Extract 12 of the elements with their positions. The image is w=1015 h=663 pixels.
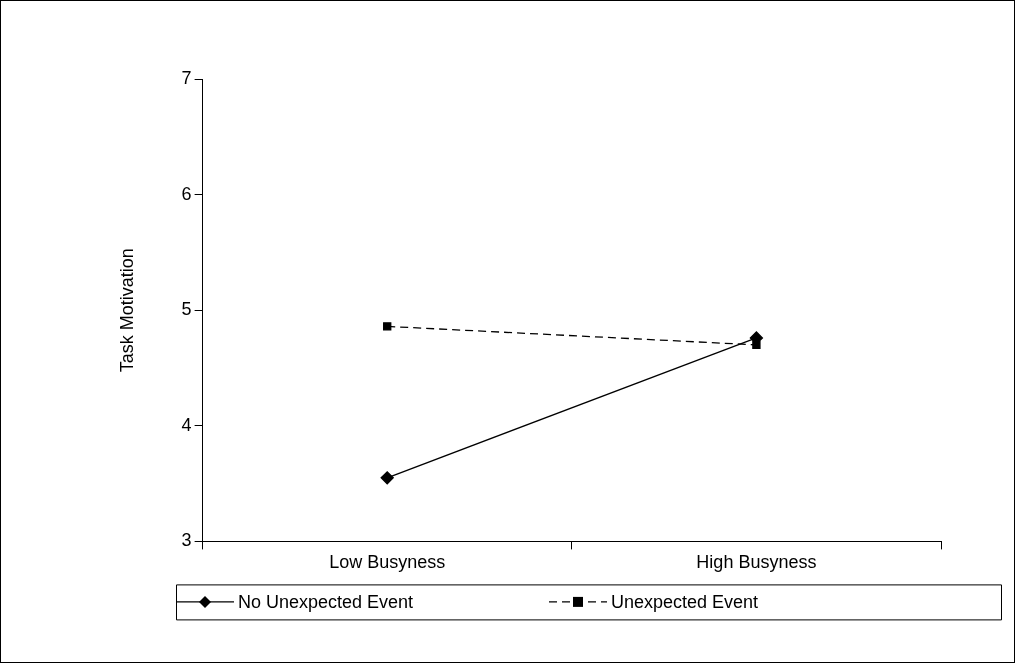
y-tick-label: 6 xyxy=(181,183,192,204)
y-tick-label: 7 xyxy=(181,67,192,88)
point xyxy=(383,322,392,331)
y-tick-label: 5 xyxy=(181,299,192,320)
legend-label: Unexpected Event xyxy=(611,591,759,612)
y-tick-label: 3 xyxy=(181,530,192,551)
x-tick-label: High Busyness xyxy=(696,552,817,573)
point xyxy=(380,471,394,485)
y-tick-label: 4 xyxy=(181,414,192,435)
x-tick-label: Low Busyness xyxy=(329,552,446,573)
y-axis-title: Task Motivation xyxy=(116,248,137,373)
legend-label: No Unexpected Event xyxy=(238,591,414,612)
